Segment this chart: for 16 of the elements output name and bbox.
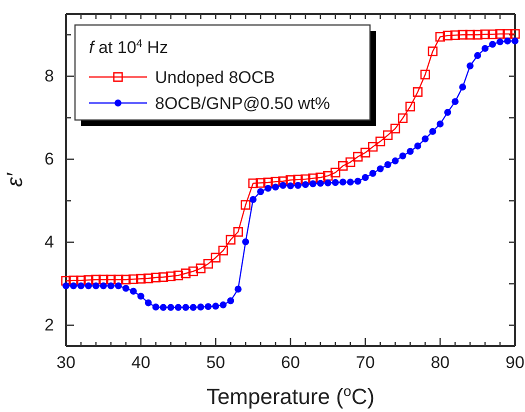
x-tick-label: 50 bbox=[206, 353, 226, 372]
x-tick-label: 40 bbox=[131, 353, 150, 372]
x-axis-title: Temperature ($^{o}$C) bbox=[206, 384, 375, 409]
x-tick-label: 70 bbox=[356, 353, 375, 372]
x-tick-label: 30 bbox=[56, 353, 76, 372]
y-axis-title: ε′ bbox=[2, 172, 27, 187]
legend-label: Undoped 8OCB bbox=[155, 68, 276, 87]
y-tick-label: 8 bbox=[44, 66, 54, 86]
legend-label: 8OCB/GNP@0.50 wt% bbox=[155, 94, 330, 113]
x-tick-label: 90 bbox=[506, 353, 524, 372]
legend-title: f at 10$^{4}$ Hz bbox=[89, 38, 168, 57]
x-tick-label: 80 bbox=[430, 353, 450, 372]
y-tick-label: 2 bbox=[44, 316, 54, 335]
y-tick-label: 6 bbox=[44, 150, 54, 169]
y-tick-label: 4 bbox=[44, 232, 54, 252]
x-tick-label: 60 bbox=[281, 353, 300, 372]
